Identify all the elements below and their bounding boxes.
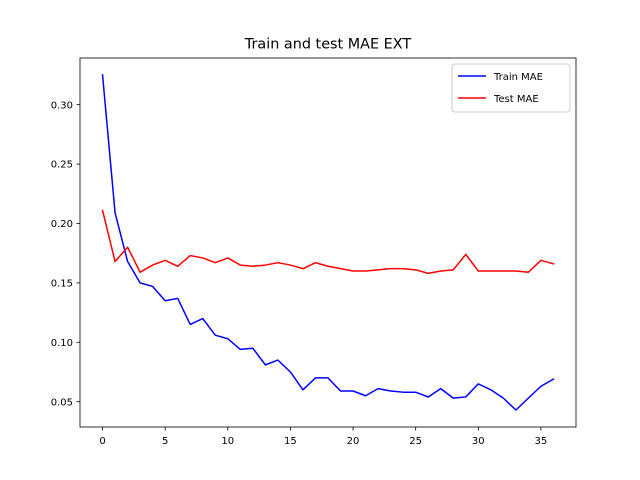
series-line-test-mae (101, 209, 555, 275)
axes-frame (79, 57, 577, 428)
x-tick-label: 0 (99, 436, 105, 447)
x-tick-label: 15 (284, 436, 297, 447)
y-tick-label: 0.15 (51, 278, 73, 289)
x-tick-label: 5 (162, 436, 168, 447)
y-tick-label: 0.30 (51, 100, 73, 111)
x-tick-label: 10 (221, 436, 234, 447)
legend-label: Test MAE (493, 94, 539, 105)
series-line-train-mae (101, 74, 555, 411)
y-tick-label: 0.10 (51, 338, 73, 349)
chart-title: Train and test MAE EXT (244, 37, 412, 53)
x-tick-label: 30 (472, 436, 485, 447)
legend-label: Train MAE (493, 72, 543, 83)
y-tick-label: 0.20 (51, 219, 73, 230)
plot-area: 0 5 10 15 20 25 30 35 0.05 0.10 0.15 0.20 0.25 0.30 Tr… (51, 57, 577, 447)
y-tick-label: 0.05 (51, 397, 73, 408)
x-tick-label: 35 (535, 436, 548, 447)
y-tick-label: 0.25 (51, 160, 73, 171)
x-tick-label: 20 (347, 436, 360, 447)
x-tick-label: 25 (409, 436, 422, 447)
